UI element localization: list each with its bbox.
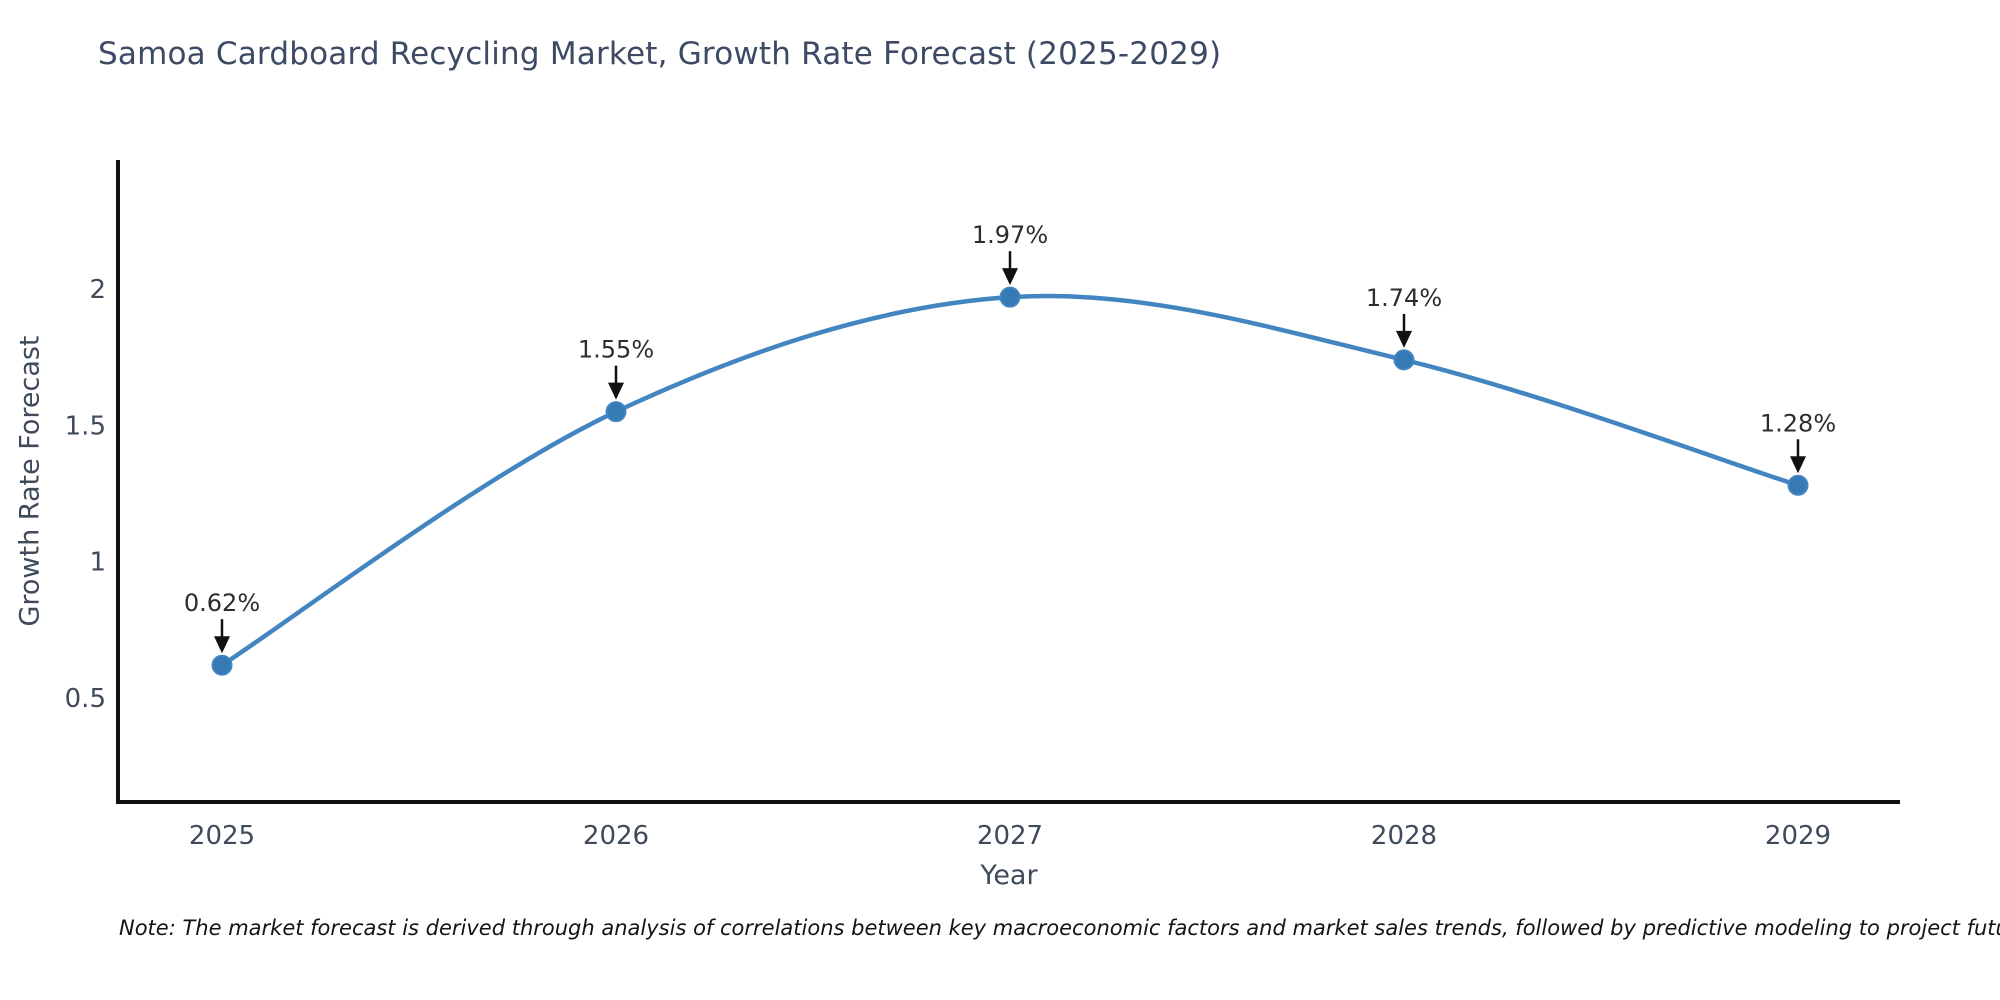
data-point-label: 1.55% bbox=[578, 336, 654, 364]
data-point-label: 1.97% bbox=[972, 221, 1048, 249]
x-tick-label: 2027 bbox=[977, 821, 1043, 851]
y-tick-label: 2 bbox=[89, 275, 106, 305]
data-point-marker bbox=[1393, 349, 1415, 371]
annotation-arrow-head bbox=[1002, 268, 1018, 286]
data-point-label: 1.28% bbox=[1760, 409, 1836, 437]
data-point-marker bbox=[211, 654, 233, 676]
trend-line bbox=[219, 293, 1801, 668]
annotation-arrow-head bbox=[1790, 456, 1806, 474]
footnote: Note: The market forecast is derived thr… bbox=[119, 916, 2000, 940]
annotation-arrow-head bbox=[214, 636, 230, 654]
data-point-marker bbox=[605, 401, 627, 423]
data-point-label: 1.74% bbox=[1366, 284, 1442, 312]
y-tick-label: 0.5 bbox=[65, 684, 106, 714]
annotation-arrow-head bbox=[608, 382, 624, 400]
data-point-label: 0.62% bbox=[184, 589, 260, 617]
axis-spines bbox=[116, 160, 1900, 804]
annotation-arrow-head bbox=[1396, 330, 1412, 348]
x-tick-label: 2025 bbox=[189, 821, 255, 851]
x-tick-label: 2026 bbox=[583, 821, 649, 851]
data-point-marker bbox=[1787, 474, 1809, 496]
x-tick-label: 2028 bbox=[1371, 821, 1437, 851]
data-point-marker bbox=[999, 286, 1021, 308]
x-axis-title: Year bbox=[980, 860, 1038, 891]
y-tick-label: 1 bbox=[89, 548, 106, 578]
x-tick-label: 2029 bbox=[1765, 821, 1831, 851]
y-tick-label: 1.5 bbox=[65, 411, 106, 441]
chart-title: Samoa Cardboard Recycling Market, Growth… bbox=[98, 36, 1222, 72]
